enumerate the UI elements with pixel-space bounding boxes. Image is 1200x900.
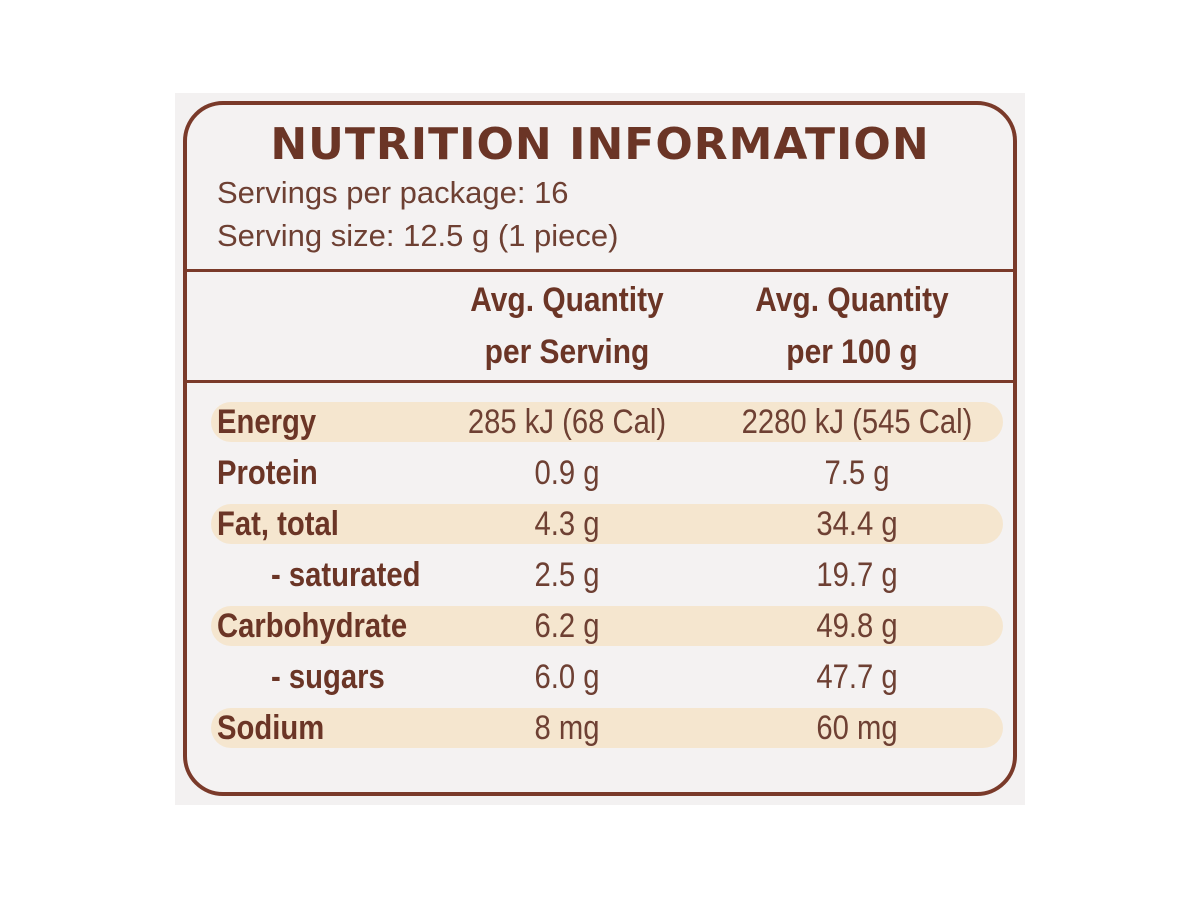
value-per-100g: 7.5 g [824, 454, 890, 492]
divider-header [187, 380, 1013, 383]
value-per-serving: 6.2 g [534, 607, 600, 645]
value-per-100g: 49.8 g [816, 607, 898, 645]
row-highlight-band [211, 708, 1003, 748]
value-per-serving: 2.5 g [534, 556, 600, 594]
value-per-100g: 19.7 g [816, 556, 898, 594]
nutrition-panel: NUTRITION INFORMATION Servings per packa… [183, 101, 1017, 796]
nutrient-row-sodium: Sodium 8 mg 60 mg [187, 708, 1013, 748]
value-per-100g: 34.4 g [816, 505, 898, 543]
value-per-100g: 60 mg [816, 709, 898, 747]
divider-top [187, 269, 1013, 272]
value-per-serving: 0.9 g [534, 454, 600, 492]
nutrient-label: Protein [217, 454, 318, 492]
value-per-100g: 47.7 g [816, 658, 898, 696]
column-header-per-100g: Avg. Quantity per 100 g [755, 281, 949, 371]
nutrient-label: - sugars [271, 658, 385, 696]
nutrient-label: - saturated [271, 556, 421, 594]
value-per-serving: 4.3 g [534, 505, 600, 543]
nutrient-row-protein: Protein 0.9 g 7.5 g [187, 453, 1013, 493]
column-header-per-serving: Avg. Quantity per Serving [470, 281, 664, 371]
row-highlight-band [211, 504, 1003, 544]
nutrient-row-carbohydrate: Carbohydrate 6.2 g 49.8 g [187, 606, 1013, 646]
nutrient-label: Carbohydrate [217, 607, 408, 645]
servings-per-package: Servings per package: 16 [217, 175, 569, 210]
value-per-serving: 285 kJ (68 Cal) [467, 403, 667, 441]
nutrient-row-saturated: - saturated 2.5 g 19.7 g [187, 555, 1013, 595]
nutrient-row-fat-total: Fat, total 4.3 g 34.4 g [187, 504, 1013, 544]
value-per-serving: 8 mg [534, 709, 600, 747]
value-per-100g: 2280 kJ (545 Cal) [741, 403, 973, 441]
nutrient-label: Energy [217, 403, 317, 441]
row-highlight-band [211, 606, 1003, 646]
nutrient-row-energy: Energy 285 kJ (68 Cal) 2280 kJ (545 Cal) [187, 402, 1013, 442]
value-per-serving: 6.0 g [534, 658, 600, 696]
nutrient-label: Fat, total [217, 505, 339, 543]
nutrient-label: Sodium [217, 709, 325, 747]
row-highlight-band [211, 402, 1003, 442]
nutrient-row-sugars: - sugars 6.0 g 47.7 g [187, 657, 1013, 697]
serving-size: Serving size: 12.5 g (1 piece) [217, 218, 619, 253]
panel-title: NUTRITION INFORMATION [270, 119, 930, 170]
